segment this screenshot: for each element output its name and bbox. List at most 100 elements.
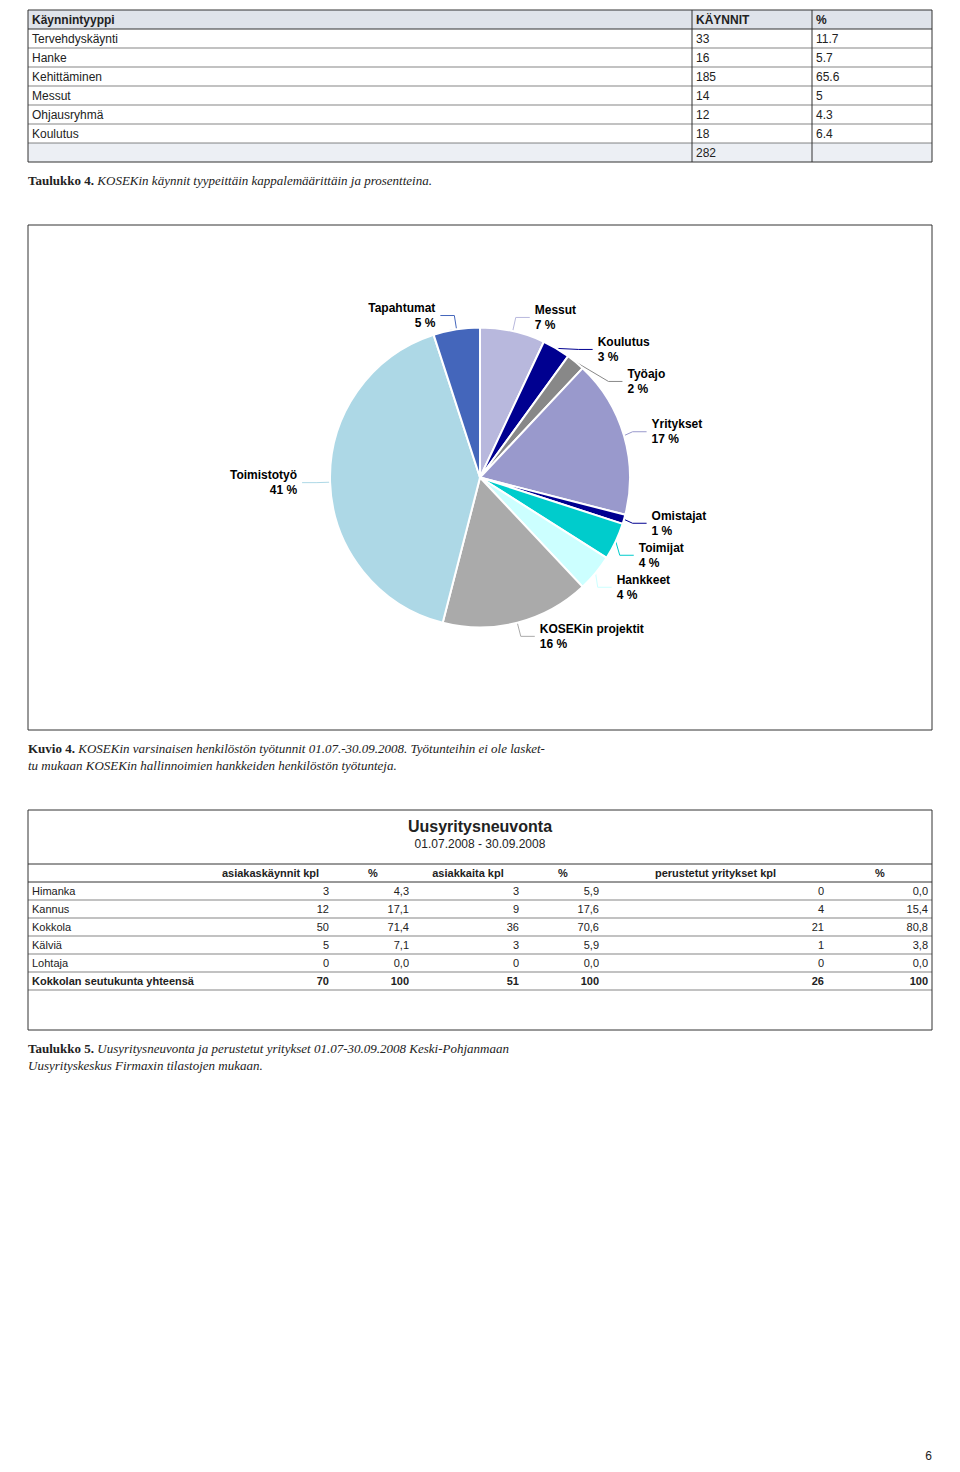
svg-text:%: % — [816, 13, 827, 27]
svg-text:Uusyritysneuvonta ja perustetu: Uusyritysneuvonta ja perustetut yritykse… — [97, 1041, 509, 1056]
svg-text:%: % — [558, 867, 568, 879]
svg-text:100: 100 — [391, 975, 409, 987]
svg-text:5: 5 — [816, 89, 823, 103]
svg-text:Lohtaja: Lohtaja — [32, 957, 69, 969]
svg-text:3,8: 3,8 — [913, 939, 928, 951]
svg-text:4 %: 4 % — [617, 588, 638, 602]
svg-text:36: 36 — [507, 921, 519, 933]
svg-text:6.4: 6.4 — [816, 127, 833, 141]
svg-text:185: 185 — [696, 70, 716, 84]
svg-text:asiakaskäynnit kpl: asiakaskäynnit kpl — [222, 867, 319, 879]
svg-text:Koulutus: Koulutus — [598, 335, 650, 349]
svg-text:33: 33 — [696, 32, 710, 46]
svg-text:Hanke: Hanke — [32, 51, 67, 65]
svg-text:Omistajat: Omistajat — [652, 509, 707, 523]
svg-text:7 %: 7 % — [535, 318, 556, 332]
svg-text:18: 18 — [696, 127, 710, 141]
svg-text:3 %: 3 % — [598, 350, 619, 364]
svg-text:9: 9 — [513, 903, 519, 915]
svg-text:71,4: 71,4 — [388, 921, 409, 933]
svg-text:Toimistotyö: Toimistotyö — [230, 468, 297, 482]
svg-text:6: 6 — [925, 1449, 932, 1463]
svg-text:3: 3 — [513, 939, 519, 951]
svg-text:Toimijat: Toimijat — [639, 541, 684, 555]
svg-text:KOSEKin projektit: KOSEKin projektit — [540, 622, 644, 636]
svg-text:01.07.2008 - 30.09.2008: 01.07.2008 - 30.09.2008 — [415, 837, 546, 851]
svg-text:Kälviä: Kälviä — [32, 939, 63, 951]
svg-text:Kokkola: Kokkola — [32, 921, 72, 933]
svg-text:Uusyritysneuvonta: Uusyritysneuvonta — [408, 818, 552, 835]
svg-text:16: 16 — [696, 51, 710, 65]
svg-text:17,6: 17,6 — [578, 903, 599, 915]
svg-text:5 %: 5 % — [415, 316, 436, 330]
svg-text:11.7: 11.7 — [816, 32, 839, 46]
svg-text:Kehittäminen: Kehittäminen — [32, 70, 102, 84]
svg-text:0: 0 — [818, 885, 824, 897]
svg-text:perustetut yritykset kpl: perustetut yritykset kpl — [655, 867, 776, 879]
svg-text:Käynnintyyppi: Käynnintyyppi — [32, 13, 115, 27]
svg-text:Messut: Messut — [535, 303, 576, 317]
svg-text:0,0: 0,0 — [394, 957, 409, 969]
svg-text:KOSEKin varsinaisen henkilöstö: KOSEKin varsinaisen henkilöstön työtunni… — [77, 741, 545, 756]
svg-text:100: 100 — [581, 975, 599, 987]
svg-text:4 %: 4 % — [639, 556, 660, 570]
svg-text:15,4: 15,4 — [907, 903, 928, 915]
svg-text:Kokkolan seutukunta yhteensä: Kokkolan seutukunta yhteensä — [32, 975, 195, 987]
svg-text:Tervehdyskäynti: Tervehdyskäynti — [32, 32, 118, 46]
svg-text:5,9: 5,9 — [584, 939, 599, 951]
svg-text:%: % — [368, 867, 378, 879]
svg-text:3: 3 — [323, 885, 329, 897]
svg-text:0: 0 — [323, 957, 329, 969]
svg-text:5: 5 — [323, 939, 329, 951]
svg-text:41 %: 41 % — [270, 483, 298, 497]
svg-text:Messut: Messut — [32, 89, 71, 103]
svg-text:Taulukko 5.: Taulukko 5. — [28, 1041, 94, 1056]
svg-text:Ohjausryhmä: Ohjausryhmä — [32, 108, 104, 122]
svg-text:4.3: 4.3 — [816, 108, 833, 122]
svg-text:1 %: 1 % — [652, 524, 673, 538]
svg-text:80,8: 80,8 — [907, 921, 928, 933]
svg-text:Kuvio 4.: Kuvio 4. — [28, 741, 75, 756]
svg-text:Taulukko 4.: Taulukko 4. — [28, 173, 94, 188]
svg-text:asiakkaita kpl: asiakkaita kpl — [432, 867, 504, 879]
svg-text:65.6: 65.6 — [816, 70, 840, 84]
svg-text:5.7: 5.7 — [816, 51, 833, 65]
svg-text:51: 51 — [507, 975, 519, 987]
svg-text:3: 3 — [513, 885, 519, 897]
svg-text:0,0: 0,0 — [584, 957, 599, 969]
svg-text:70,6: 70,6 — [578, 921, 599, 933]
svg-text:70: 70 — [317, 975, 329, 987]
svg-text:2 %: 2 % — [627, 382, 648, 396]
svg-text:Himanka: Himanka — [32, 885, 76, 897]
svg-text:tu mukaan KOSEKin hallinnoimie: tu mukaan KOSEKin hallinnoimien hankkeid… — [28, 758, 397, 773]
svg-text:KÄYNNIT: KÄYNNIT — [696, 12, 750, 27]
svg-text:Koulutus: Koulutus — [32, 127, 79, 141]
svg-text:16 %: 16 % — [540, 637, 568, 651]
svg-text:17,1: 17,1 — [388, 903, 409, 915]
svg-text:100: 100 — [910, 975, 928, 987]
svg-text:0: 0 — [818, 957, 824, 969]
svg-text:0,0: 0,0 — [913, 885, 928, 897]
svg-text:17 %: 17 % — [652, 432, 680, 446]
svg-text:21: 21 — [812, 921, 824, 933]
svg-text:4,3: 4,3 — [394, 885, 409, 897]
svg-text:%: % — [875, 867, 885, 879]
svg-text:Työajo: Työajo — [627, 367, 665, 381]
svg-text:Hankkeet: Hankkeet — [617, 573, 670, 587]
svg-text:0: 0 — [513, 957, 519, 969]
svg-text:Yritykset: Yritykset — [652, 417, 703, 431]
svg-text:26: 26 — [812, 975, 824, 987]
svg-text:Kannus: Kannus — [32, 903, 70, 915]
svg-text:7,1: 7,1 — [394, 939, 409, 951]
svg-text:12: 12 — [696, 108, 710, 122]
svg-text:12: 12 — [317, 903, 329, 915]
svg-text:282: 282 — [696, 146, 716, 160]
svg-text:0,0: 0,0 — [913, 957, 928, 969]
svg-text:14: 14 — [696, 89, 710, 103]
svg-text:5,9: 5,9 — [584, 885, 599, 897]
svg-text:4: 4 — [818, 903, 824, 915]
svg-text:1: 1 — [818, 939, 824, 951]
svg-text:Tapahtumat: Tapahtumat — [368, 301, 435, 315]
svg-text:50: 50 — [317, 921, 329, 933]
svg-text:KOSEKin käynnit tyypeittäin ka: KOSEKin käynnit tyypeittäin kappalemääri… — [96, 173, 432, 188]
